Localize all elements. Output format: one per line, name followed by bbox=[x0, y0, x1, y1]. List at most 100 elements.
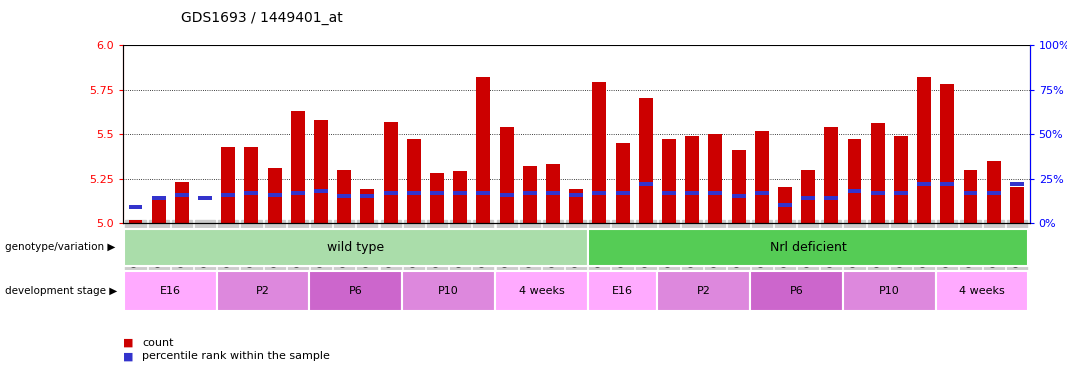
Text: genotype/variation ▶: genotype/variation ▶ bbox=[5, 243, 115, 252]
Bar bbox=[754, 130, 768, 223]
Text: P10: P10 bbox=[879, 286, 899, 296]
Bar bbox=[221, 193, 235, 196]
Text: E16: E16 bbox=[612, 286, 633, 296]
Bar bbox=[639, 99, 653, 223]
Text: P6: P6 bbox=[790, 286, 803, 296]
Bar bbox=[384, 122, 398, 223]
Text: percentile rank within the sample: percentile rank within the sample bbox=[142, 351, 330, 361]
Bar bbox=[430, 191, 444, 195]
Bar bbox=[592, 191, 606, 195]
Bar bbox=[175, 193, 189, 196]
Text: ■: ■ bbox=[123, 338, 137, 348]
Text: P2: P2 bbox=[256, 286, 270, 296]
Bar bbox=[499, 127, 513, 223]
Bar bbox=[477, 191, 491, 195]
Bar bbox=[337, 170, 351, 223]
Bar bbox=[453, 171, 467, 223]
Bar bbox=[523, 166, 537, 223]
Bar bbox=[825, 127, 839, 223]
Bar bbox=[732, 195, 746, 198]
Bar bbox=[453, 191, 467, 195]
Bar bbox=[221, 147, 235, 223]
Text: Nrl deficient: Nrl deficient bbox=[769, 241, 846, 254]
Bar bbox=[732, 150, 746, 223]
Bar bbox=[361, 195, 375, 198]
Bar bbox=[244, 147, 258, 223]
Bar bbox=[291, 111, 305, 223]
Bar bbox=[588, 271, 657, 311]
Bar bbox=[128, 220, 142, 223]
Bar bbox=[662, 191, 675, 195]
Bar bbox=[291, 191, 305, 195]
Bar bbox=[268, 193, 282, 196]
Bar bbox=[871, 123, 885, 223]
Bar bbox=[314, 189, 328, 193]
Bar bbox=[871, 191, 885, 195]
Bar bbox=[639, 182, 653, 186]
Bar bbox=[987, 161, 1001, 223]
Bar bbox=[523, 191, 537, 195]
Bar bbox=[407, 191, 420, 195]
Bar bbox=[801, 170, 815, 223]
Bar bbox=[152, 200, 165, 223]
Text: GDS1693 / 1449401_at: GDS1693 / 1449401_at bbox=[181, 11, 344, 25]
Bar bbox=[662, 140, 675, 223]
Text: development stage ▶: development stage ▶ bbox=[5, 286, 117, 296]
Bar bbox=[592, 82, 606, 223]
Bar bbox=[894, 191, 908, 195]
Text: P6: P6 bbox=[349, 286, 363, 296]
Bar bbox=[217, 271, 309, 311]
Bar bbox=[685, 191, 699, 195]
Bar bbox=[152, 196, 165, 200]
Bar bbox=[546, 164, 560, 223]
Bar bbox=[918, 182, 931, 186]
Bar bbox=[825, 196, 839, 200]
Bar bbox=[124, 229, 588, 266]
Bar bbox=[778, 203, 792, 207]
Bar bbox=[754, 191, 768, 195]
Bar bbox=[964, 191, 977, 195]
Bar bbox=[616, 143, 630, 223]
Bar bbox=[940, 182, 954, 186]
Bar bbox=[314, 120, 328, 223]
Bar bbox=[940, 84, 954, 223]
Bar bbox=[588, 229, 1029, 266]
Bar bbox=[268, 168, 282, 223]
Bar bbox=[244, 191, 258, 195]
Bar bbox=[402, 271, 495, 311]
Bar bbox=[657, 271, 750, 311]
Bar bbox=[384, 191, 398, 195]
Text: 4 weeks: 4 weeks bbox=[959, 286, 1005, 296]
Bar bbox=[708, 191, 722, 195]
Text: ■: ■ bbox=[123, 351, 137, 361]
Bar bbox=[964, 170, 977, 223]
Bar bbox=[801, 196, 815, 200]
Bar bbox=[546, 191, 560, 195]
Bar bbox=[847, 189, 861, 193]
Bar bbox=[1010, 188, 1024, 223]
Bar bbox=[124, 271, 217, 311]
Bar bbox=[1010, 182, 1024, 186]
Bar bbox=[843, 271, 936, 311]
Text: count: count bbox=[142, 338, 174, 348]
Bar bbox=[337, 195, 351, 198]
Bar bbox=[918, 77, 931, 223]
Bar bbox=[708, 134, 722, 223]
Bar bbox=[569, 189, 584, 223]
Bar bbox=[847, 140, 861, 223]
Bar bbox=[778, 188, 792, 223]
Text: 4 weeks: 4 weeks bbox=[519, 286, 564, 296]
Bar bbox=[987, 191, 1001, 195]
Bar bbox=[309, 271, 402, 311]
Text: wild type: wild type bbox=[328, 241, 384, 254]
Bar bbox=[128, 205, 142, 209]
Bar bbox=[361, 189, 375, 223]
Text: P2: P2 bbox=[697, 286, 711, 296]
Bar bbox=[569, 193, 584, 196]
Text: E16: E16 bbox=[160, 286, 180, 296]
Bar bbox=[407, 140, 420, 223]
Bar bbox=[936, 271, 1029, 311]
Bar bbox=[750, 271, 843, 311]
Bar bbox=[616, 191, 630, 195]
Text: P10: P10 bbox=[439, 286, 459, 296]
